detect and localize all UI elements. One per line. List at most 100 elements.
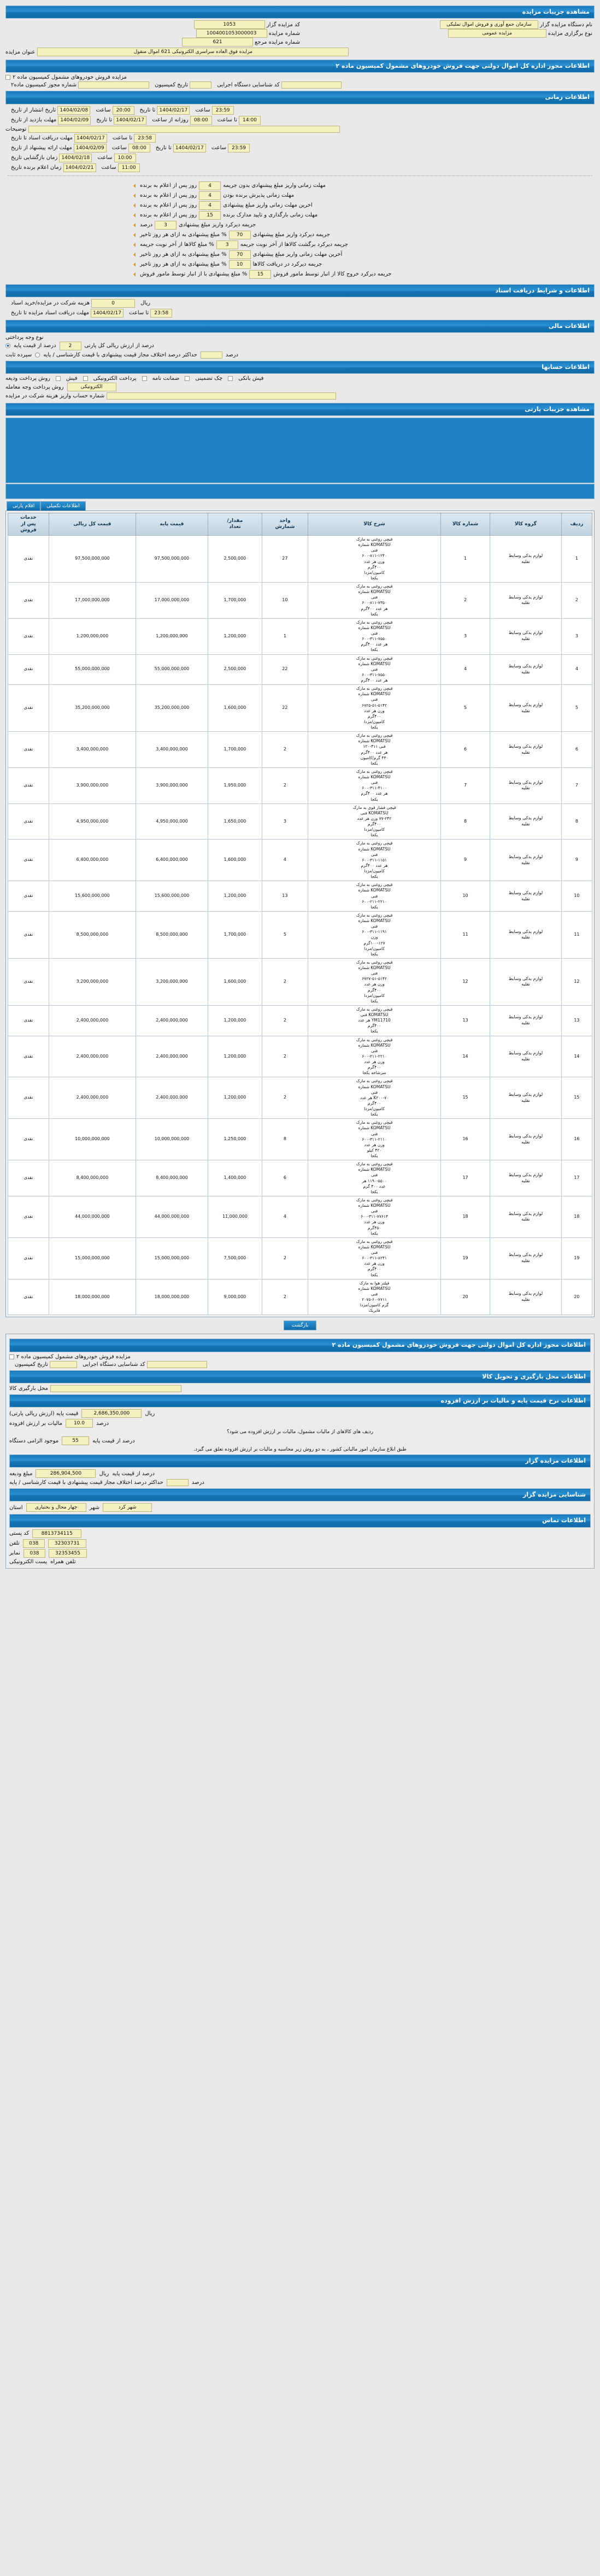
phone-value[interactable]: 32303731 [48, 1539, 86, 1548]
cell-after-sales: 8,400,000,000 [48, 1160, 136, 1196]
table-row[interactable]: 15 لوازم یدکی وسایط نقلیه 15 قیچی روغنی به … [8, 1077, 593, 1119]
guarantee-value[interactable]: 2 [59, 341, 81, 350]
description-value[interactable] [28, 125, 340, 133]
auctioneer-code-value[interactable]: 1053 [193, 20, 265, 30]
executive-org-code-value[interactable] [281, 81, 342, 89]
table-row[interactable]: 1 لوازم یدکی وسایط نقلیه 1 قیچی روغنی به ما… [8, 535, 593, 583]
bullet-text: مهلت زمانی واریز مبلغ پیشنهادی بدون جریم… [223, 183, 326, 189]
payment-method-value[interactable]: الکترونیکی [67, 383, 116, 392]
winner-date[interactable]: 1404/02/21 [63, 163, 96, 172]
reference-number-value[interactable]: 621 [182, 38, 254, 47]
province-value[interactable]: چهار محال و بختیاری [26, 1503, 86, 1512]
table-row[interactable]: 7 لوازم یدکی وسایط نقلیه 7 قیچی روغنی به ما… [8, 767, 593, 804]
table-row[interactable]: 20 لوازم یدکی وسایط نقلیه 20 فیلتر هوا به م… [8, 1278, 593, 1316]
deposit-checkbox-1[interactable] [83, 376, 88, 382]
table-row[interactable]: 2 لوازم یدکی وسایط نقلیه 2 قیچی روغنی به ما… [8, 582, 593, 619]
diff-value[interactable] [200, 351, 222, 359]
table-row[interactable]: 9 لوازم یدکی وسایط نقلیه 9 قیچی روغنی به ما… [8, 839, 593, 882]
delivery-place-value[interactable] [50, 1384, 182, 1392]
table-row[interactable]: 8 لوازم یدکی وسایط نقلیه 8 قیچی فشار قوی به… [8, 803, 593, 840]
table-row[interactable]: 18 لوازم یدکی وسایط نقلیه 18 قیچی روغنی به … [8, 1195, 593, 1238]
table-row[interactable]: 10 لوازم یدکی وسایط نقلیه 10 قیچی روغنی به … [8, 881, 593, 912]
bullet-value[interactable]: 4 [199, 191, 221, 200]
table-row[interactable]: 3 لوازم یدکی وسایط نقلیه 3 قیچی روغنی به ما… [8, 618, 593, 655]
bullet-value[interactable]: 15 [249, 269, 272, 279]
auctioneer-name-label: نام دستگاه مزایده گزار [539, 21, 592, 28]
bullet-value[interactable]: 70 [228, 230, 251, 239]
table-row[interactable]: 5 لوازم یدکی وسایط نقلیه 5 قیچی روغنی به ما… [8, 684, 593, 732]
open-date[interactable]: 1404/02/18 [59, 153, 92, 162]
bottom-exec-code-value[interactable] [146, 1360, 207, 1368]
bid-time-to[interactable]: 23:59 [228, 143, 250, 152]
bullet-value[interactable]: 3 [155, 220, 177, 230]
visit-daily-from[interactable]: 08:00 [190, 115, 212, 125]
table-row[interactable]: 14 لوازم یدکی وسایط نقلیه 14 قیچی روغنی به … [8, 1035, 593, 1078]
bullet-value[interactable]: 10 [228, 260, 251, 269]
winner-time[interactable]: 11:00 [117, 163, 140, 172]
docs-deadline-time-value[interactable]: 23:58 [150, 308, 173, 318]
docs-deadline-date[interactable]: 1404/02/17 [74, 133, 107, 143]
vat-value2[interactable]: 55 [62, 1436, 90, 1445]
permit-checkbox-row[interactable]: مزایده فروش خودروهای مشمول کمیسیون ماده … [5, 74, 595, 80]
auction-title-value[interactable]: مزایده فوق العاده سراسری الکترونیکی 621 … [37, 48, 349, 57]
bottom-commission-date-value[interactable] [50, 1360, 78, 1368]
visit-date-from[interactable]: 1404/02/09 [58, 115, 91, 125]
open-time[interactable]: 10:00 [114, 153, 136, 162]
bullet-value[interactable]: 70 [228, 250, 251, 259]
tab-supplementary-info[interactable]: اطلاعات تکمیلی [40, 501, 86, 511]
table-row[interactable]: 17 لوازم یدکی وسایط نقلیه 17 قیچی روغنی به … [8, 1160, 593, 1196]
deposit-checkbox-0[interactable] [56, 376, 61, 382]
fax-prefix[interactable]: 038 [23, 1548, 45, 1558]
bullet-value[interactable]: 3 [216, 240, 238, 249]
docs-deadline-date-value[interactable]: 1404/02/17 [91, 308, 124, 318]
payment-type-label: نوع وجه پرداختی [5, 334, 44, 341]
vat-value[interactable]: 10.0 [66, 1419, 93, 1428]
deposit-checkbox-4[interactable] [228, 376, 233, 382]
bid-date-to[interactable]: 1404/02/17 [173, 143, 206, 152]
bullet-value[interactable]: 4 [199, 201, 221, 210]
bullet-value[interactable]: 15 [199, 210, 221, 220]
bottom-permit-checkbox[interactable] [9, 1354, 14, 1359]
bottom-diff-value[interactable] [166, 1479, 189, 1487]
commission-date-value[interactable] [190, 81, 212, 89]
deposit-value[interactable]: 286,904,500 [36, 1469, 96, 1478]
bid-time-from[interactable]: 08:00 [128, 143, 150, 152]
publish-date-to[interactable]: 1404/02/17 [157, 105, 190, 115]
account-number-value[interactable] [107, 392, 337, 400]
auction-number-value[interactable]: 1004001053000003 [196, 29, 267, 38]
deposit-checkbox-2[interactable] [142, 376, 147, 382]
tab-party-items[interactable]: اقلام پارتی [7, 501, 41, 511]
docs-fee-value[interactable]: 0 [91, 298, 136, 308]
table-row[interactable]: 6 لوازم یدکی وسایط نقلیه 6 قیچی روغنی به ما… [8, 731, 593, 768]
city-value[interactable]: شهر کرد [103, 1503, 152, 1512]
base-price-value[interactable]: 2,686,350,000 [81, 1409, 142, 1418]
guarantee-radio-percent[interactable] [5, 343, 10, 349]
table-row[interactable]: 12 لوازم یدکی وسایط نقلیه 12 قیچی روغنی به … [8, 958, 593, 1006]
fixed-deposit-radio[interactable] [35, 352, 40, 357]
deposit-checkbox-3[interactable] [185, 376, 190, 382]
publish-date-from[interactable]: 1404/02/08 [57, 105, 91, 115]
phone-prefix[interactable]: 038 [22, 1539, 45, 1548]
table-row[interactable]: 13 لوازم یدکی وسایط نقلیه 13 قیچی روغنی به … [8, 1005, 593, 1036]
publish-time-to[interactable]: 23:59 [211, 105, 234, 115]
col-total-price: قیمت کل ریالی [48, 513, 136, 536]
postal-code-value[interactable]: 8813734115 [32, 1529, 82, 1538]
auction-type-value[interactable]: مزایده عمومی [448, 29, 546, 38]
table-row[interactable]: 16 لوازم یدکی وسایط نقلیه 16 قیچی روغنی به … [8, 1118, 593, 1161]
visit-date-to[interactable]: 1404/02/17 [114, 115, 147, 125]
fax-value[interactable]: 32353455 [48, 1548, 87, 1558]
bid-date-from[interactable]: 1404/02/09 [73, 143, 107, 152]
auctioneer-name-value[interactable]: سازمان جمع آوری و فروش اموال تملیکی [439, 20, 538, 30]
table-row[interactable]: 4 لوازم یدکی وسایط نقلیه 4 قیچی روغنی به ما… [8, 654, 593, 685]
bottom-permit-checkbox-row[interactable]: مزایده فروش خودروهای مشمول کمیسیون ماده … [9, 1354, 591, 1360]
bullet-value[interactable]: 4 [199, 181, 221, 190]
docs-deadline-time[interactable]: 23:58 [134, 133, 156, 143]
table-row[interactable]: 11 لوازم یدکی وسایط نقلیه 11 قیچی روغنی به … [8, 911, 593, 959]
permit-number-value[interactable] [78, 81, 150, 89]
table-row[interactable]: 19 لوازم یدکی وسایط نقلیه 19 قیچی روغنی به … [8, 1237, 593, 1280]
col-qty: مقدار/ تعداد [208, 513, 262, 536]
publish-time-from[interactable]: 20:00 [112, 105, 134, 115]
back-button[interactable]: بازگشت [283, 1321, 317, 1331]
permit-checkbox[interactable] [5, 75, 10, 80]
visit-time-to[interactable]: 14:00 [239, 115, 261, 125]
